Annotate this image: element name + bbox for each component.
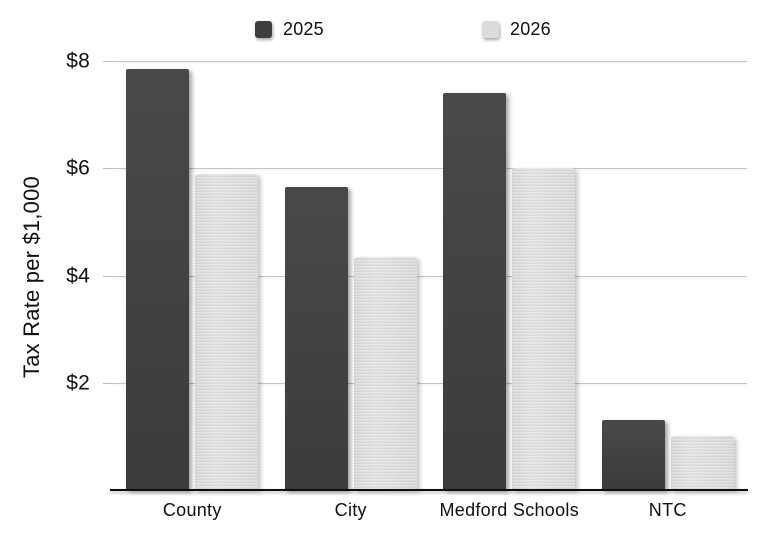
y-tick-label: $8 <box>66 49 90 73</box>
gridline-6 <box>113 168 747 170</box>
x-axis-line <box>110 489 748 491</box>
gridline-8 <box>113 61 747 62</box>
bar-2025-medford-schools <box>443 93 507 490</box>
y-tick-mark <box>103 168 115 170</box>
bar-2026-city <box>353 256 417 490</box>
y-tick-label: $4 <box>66 264 90 287</box>
bar-2026-county <box>195 173 259 490</box>
gridline-4 <box>113 275 747 277</box>
y-tick-mark <box>103 275 115 277</box>
y-tick-label: $2 <box>66 371 90 395</box>
y-tick-mark <box>103 382 115 384</box>
bar-2025-ntc <box>601 420 665 490</box>
bar-2025-city <box>284 187 348 490</box>
legend-swatch-icon <box>482 20 499 38</box>
bar-2026-ntc <box>670 436 734 490</box>
gridline-2 <box>113 382 747 384</box>
legend-item-2026: 2026 <box>482 19 551 39</box>
x-category-label-medford-schools: Medford Schools <box>439 500 580 520</box>
x-category-label-city: City <box>334 500 367 520</box>
plot-area <box>103 61 747 490</box>
legend-label: 2025 <box>283 19 324 39</box>
y-tick-mark <box>103 61 115 62</box>
x-category-label-county: County <box>162 500 222 520</box>
legend-swatch-icon <box>255 20 272 38</box>
chart-legend: 2025 2026 <box>0 0 784 48</box>
y-tick-label: $6 <box>66 156 90 180</box>
legend-label: 2026 <box>510 19 551 39</box>
legend-item-2025: 2025 <box>255 19 324 39</box>
bar-2025-county <box>126 69 190 490</box>
x-category-label-ntc: NTC <box>648 500 687 520</box>
bar-2026-medford-schools <box>512 168 576 490</box>
